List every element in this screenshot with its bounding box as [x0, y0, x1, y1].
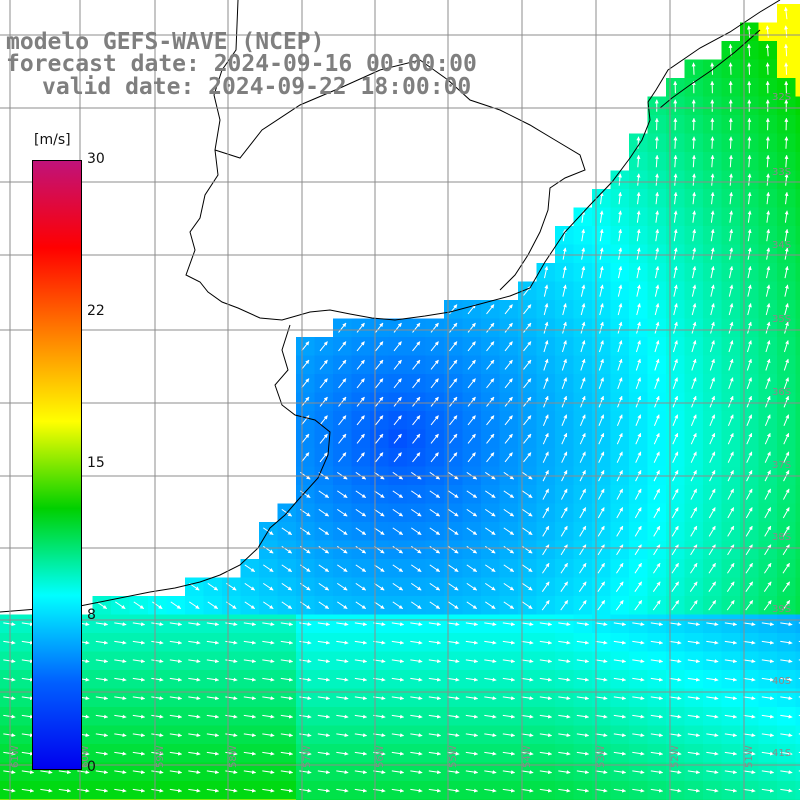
wind-cell	[795, 207, 800, 227]
colorbar-unit: [m/s]	[34, 132, 71, 148]
wind-cell	[795, 263, 800, 282]
wind-cell	[795, 374, 800, 393]
wind-cell	[795, 559, 800, 578]
latitude-label: 34S	[772, 240, 791, 251]
wind-arrow	[710, 62, 715, 75]
latitude-label: 36S	[772, 387, 791, 398]
wind-cell	[795, 596, 800, 615]
colorbar-tick-22: 22	[87, 303, 105, 319]
wind-cell	[795, 522, 800, 541]
forecast-date: forecast date: 2024-09-16 00:00:00	[6, 51, 477, 77]
wind-cell	[795, 244, 800, 264]
wind-arrow	[784, 62, 789, 75]
valid-date: valid date: 2024-09-22 18:00:00	[42, 74, 472, 100]
wind-arrow	[728, 136, 733, 149]
wind-cell	[795, 429, 800, 449]
wind-cell	[795, 337, 800, 356]
longitude-label: 61W	[10, 745, 21, 768]
wind-cell	[795, 781, 800, 800]
wind-arrow	[673, 136, 678, 149]
longitude-label: 54W	[522, 745, 533, 768]
wind-cell	[795, 392, 800, 412]
longitude-label: 59W	[155, 745, 166, 768]
latitude-label: 41S	[772, 748, 791, 759]
longitude-label: 51W	[744, 745, 755, 768]
wind-cell	[795, 96, 800, 116]
latitude-label: 40S	[772, 676, 791, 687]
wind-cell	[795, 614, 800, 634]
wind-cell	[795, 152, 800, 171]
wind-arrow	[654, 136, 659, 149]
latitude-label: 35S	[772, 314, 791, 325]
wind-cell	[795, 4, 800, 23]
wind-cell	[795, 133, 800, 153]
wind-arrow	[784, 136, 789, 149]
wind-arrow	[765, 136, 770, 149]
colorbar-tick-30: 30	[87, 151, 105, 167]
colorbar-tick-15: 15	[87, 455, 105, 471]
wind-arrow	[691, 136, 696, 149]
latitude-label: 38S	[772, 532, 791, 543]
latitude-label: 32S	[772, 92, 791, 103]
longitude-label: 52W	[670, 745, 681, 768]
wind-arrow	[765, 62, 770, 75]
wind-cell	[795, 22, 800, 42]
wind-cell	[795, 725, 800, 745]
wind-arrow	[636, 136, 641, 149]
latitude-label: 39S	[772, 604, 791, 615]
colorbar-tick-8: 8	[87, 607, 96, 623]
wind-cell	[795, 226, 800, 245]
wind-cell	[795, 170, 800, 190]
wind-cell	[795, 651, 800, 671]
longitude-label: 58W	[228, 745, 239, 768]
wind-cell	[795, 503, 800, 523]
wind-cell	[795, 355, 800, 375]
wind-cell	[795, 540, 800, 560]
colorbar	[32, 160, 82, 770]
wind-cell	[795, 300, 800, 319]
wind-arrow	[728, 62, 733, 75]
wind-cell	[795, 115, 800, 134]
wind-arrow	[747, 62, 752, 75]
longitude-label: 55W	[448, 745, 459, 768]
wind-cell	[795, 485, 800, 504]
wind-cell	[795, 633, 800, 652]
wind-arrow	[691, 62, 696, 75]
longitude-label: 53W	[596, 745, 607, 768]
wind-cell	[795, 670, 800, 689]
wind-cell	[795, 189, 800, 208]
wind-cell	[795, 78, 800, 97]
longitude-label: 57W	[302, 745, 313, 768]
wind-cell	[795, 59, 800, 79]
wind-arrow	[710, 136, 715, 149]
wind-cell	[795, 41, 800, 60]
wind-arrow	[747, 136, 752, 149]
wind-cell	[795, 318, 800, 338]
wind-cell	[795, 688, 800, 708]
wind-cell	[795, 281, 800, 301]
wind-cell	[795, 448, 800, 467]
latitude-label: 37S	[772, 460, 791, 471]
wind-cell	[795, 744, 800, 763]
longitude-label: 56W	[375, 745, 386, 768]
wind-cell	[795, 707, 800, 726]
wind-cell	[795, 577, 800, 597]
latitude-label: 33S	[772, 167, 791, 178]
wind-cell	[795, 411, 800, 430]
colorbar-tick-0: 0	[87, 759, 96, 775]
